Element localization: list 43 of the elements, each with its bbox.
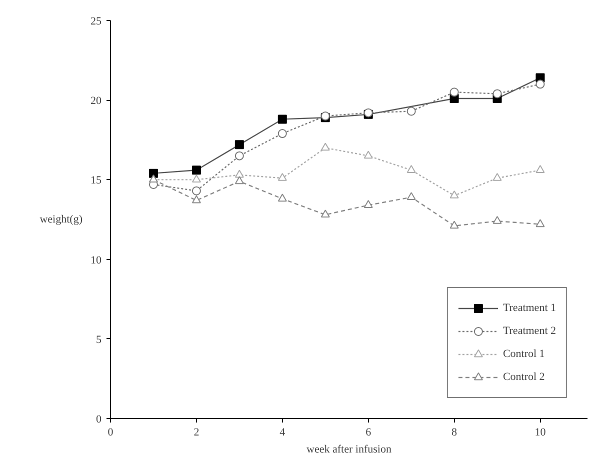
point	[234, 151, 244, 160]
point	[364, 150, 373, 159]
x-tick-label: 2	[194, 426, 200, 438]
point	[320, 142, 330, 151]
point	[450, 220, 459, 229]
point	[278, 194, 287, 202]
x-tick-label: 4	[280, 426, 286, 438]
point	[536, 219, 545, 228]
point	[450, 88, 459, 97]
point	[192, 186, 201, 196]
point	[278, 172, 287, 181]
point	[492, 216, 502, 224]
point	[234, 170, 244, 178]
point	[406, 192, 416, 200]
point	[192, 195, 201, 204]
y-tick-label: 20	[90, 95, 102, 108]
y-tick-label: 10	[90, 254, 102, 266]
y-tick-label: 15	[90, 174, 102, 187]
x-tick-label: 6	[366, 426, 372, 438]
legend-label: Control 1	[502, 348, 545, 360]
point	[234, 176, 244, 184]
point	[536, 165, 545, 173]
y-tick-label: 25	[90, 16, 102, 28]
legend-label: Treatment 1	[502, 302, 556, 314]
x-tick-label: 0	[108, 426, 114, 438]
point	[536, 80, 545, 89]
point	[492, 172, 502, 181]
y-axis-title: weight(g)	[40, 214, 83, 226]
point	[320, 210, 330, 218]
x-tick-label: 10	[534, 426, 546, 438]
legend-label: Treatment 2	[502, 325, 556, 337]
point	[406, 106, 416, 116]
point	[364, 200, 373, 208]
x-axis-title: week after infusion	[306, 444, 392, 456]
y-tick-label: 5	[96, 334, 102, 346]
point	[492, 89, 502, 98]
point	[192, 174, 201, 183]
legend-label: Control 2	[502, 371, 545, 383]
x-tick-label: 8	[452, 426, 458, 438]
y-tick-label: 0	[96, 414, 102, 426]
point	[406, 165, 416, 173]
point	[450, 190, 459, 198]
point	[278, 129, 287, 138]
